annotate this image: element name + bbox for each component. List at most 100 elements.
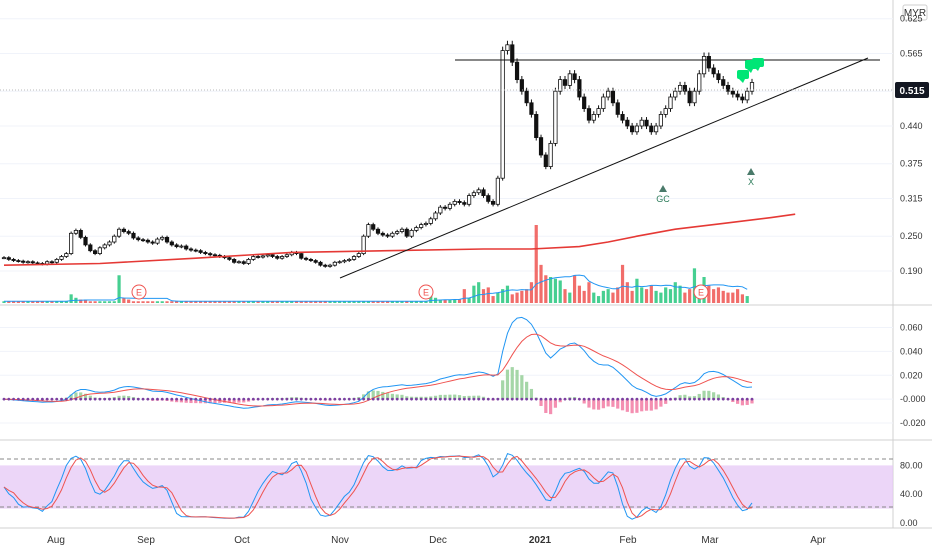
macd-zero-dot — [232, 397, 236, 401]
volume-bar — [592, 292, 596, 303]
volume-bar — [654, 290, 658, 303]
candle-body — [188, 248, 194, 251]
volume-bar — [21, 301, 25, 303]
candle-body — [299, 253, 304, 259]
candle-body — [654, 125, 659, 133]
volume-bar — [534, 225, 538, 303]
macd-histogram-bar — [640, 399, 644, 412]
volume-bar — [409, 301, 414, 303]
candle-body — [59, 256, 64, 260]
macd-histogram-bar — [184, 399, 188, 403]
volume-bar — [357, 301, 361, 303]
volume-bar — [338, 301, 342, 303]
macd-histogram-bar — [510, 367, 514, 400]
macd-zero-dot — [285, 397, 289, 401]
stochastic-tick-label: 0.00 — [900, 518, 918, 528]
macd-tick-label: -0.020 — [900, 418, 926, 428]
volume-bar — [611, 292, 615, 303]
volume-bar — [649, 285, 653, 303]
macd-zero-dot — [563, 397, 567, 401]
macd-zero-dot — [568, 397, 572, 401]
candle-body — [208, 253, 213, 256]
macd-histogram-bar — [505, 369, 510, 400]
volume-bar — [136, 301, 140, 303]
macd-zero-dot — [151, 397, 155, 401]
volume-bar — [707, 285, 711, 303]
candle-body — [11, 258, 16, 261]
candle-body — [572, 73, 577, 81]
ascending-trendline[interactable] — [339, 57, 869, 279]
macd-zero-dot — [678, 397, 682, 401]
volume-bar — [203, 301, 207, 303]
candle-body — [534, 114, 539, 139]
earnings-marker[interactable] — [418, 284, 434, 300]
candle-body — [452, 200, 457, 205]
volume-bar — [45, 301, 49, 303]
macd-histogram-bar — [644, 399, 649, 411]
candle-body — [236, 261, 242, 264]
macd-zero-dot — [577, 397, 581, 401]
macd-zero-dot — [688, 397, 692, 401]
volume-bar — [558, 280, 562, 303]
volume-bar — [472, 285, 476, 303]
volume-bar — [294, 301, 299, 303]
macd-histogram-bar — [558, 399, 562, 403]
candle-body — [323, 264, 328, 267]
candle-body — [711, 67, 716, 75]
candle-body — [49, 261, 55, 264]
candle-body — [256, 256, 261, 258]
volume-bar — [395, 301, 399, 303]
macd-zero-dot — [501, 397, 505, 401]
macd-histogram-bar — [692, 396, 697, 400]
volume-bar — [390, 301, 394, 303]
macd-zero-dot — [266, 397, 270, 401]
earnings-marker[interactable] — [131, 284, 147, 300]
volume-bar — [644, 289, 649, 303]
macd-histogram-bar — [453, 394, 457, 400]
macd-zero-dot — [443, 397, 447, 401]
volume-bar — [635, 278, 639, 303]
macd-histogram-bar — [601, 399, 605, 409]
macd-histogram-bar — [194, 399, 198, 404]
candle-body — [140, 239, 146, 242]
macd-zero-dot — [582, 397, 586, 401]
candle-body — [740, 96, 745, 101]
volume-bar — [227, 301, 231, 303]
macd-histogram-bar — [587, 399, 591, 408]
candle-body — [318, 261, 323, 266]
macd-histogram-bar — [616, 399, 620, 409]
macd-zero-dot — [79, 397, 83, 401]
macd-histogram-bar — [625, 399, 629, 412]
macd-histogram-bar — [654, 399, 658, 410]
earnings-marker[interactable] — [693, 284, 709, 300]
indicator-lines — [2, 213, 796, 520]
macd-histogram-bar — [606, 399, 610, 407]
candle-body — [591, 114, 596, 121]
candle-body — [126, 231, 131, 234]
macd-zero-dot — [707, 397, 711, 401]
macd-zero-dot — [26, 397, 30, 401]
macd-zero-dot — [376, 397, 380, 401]
macd-histogram-bar — [83, 393, 88, 400]
time-tick-label: Oct — [234, 535, 250, 546]
volume-bar — [256, 301, 260, 303]
volume-bar — [362, 301, 366, 303]
macd-tick-label: 0.040 — [900, 346, 923, 356]
candle-body — [500, 50, 505, 179]
volume-bar — [496, 292, 500, 303]
macd-zero-dot — [208, 397, 212, 401]
golden-cross-arrow — [659, 185, 667, 192]
macd-zero-dot — [122, 397, 126, 401]
volume-bar — [376, 301, 380, 303]
candle-body — [313, 260, 318, 263]
macd-zero-dot — [21, 397, 25, 401]
volume-bar — [50, 301, 54, 303]
macd-zero-dot — [280, 397, 284, 401]
candle-body — [93, 250, 98, 254]
candle-body — [644, 119, 649, 127]
macd-histogram-bar — [390, 393, 394, 400]
macd-histogram-bar — [443, 394, 447, 400]
candle-body — [721, 79, 726, 86]
macd-zero-dot — [414, 397, 418, 401]
